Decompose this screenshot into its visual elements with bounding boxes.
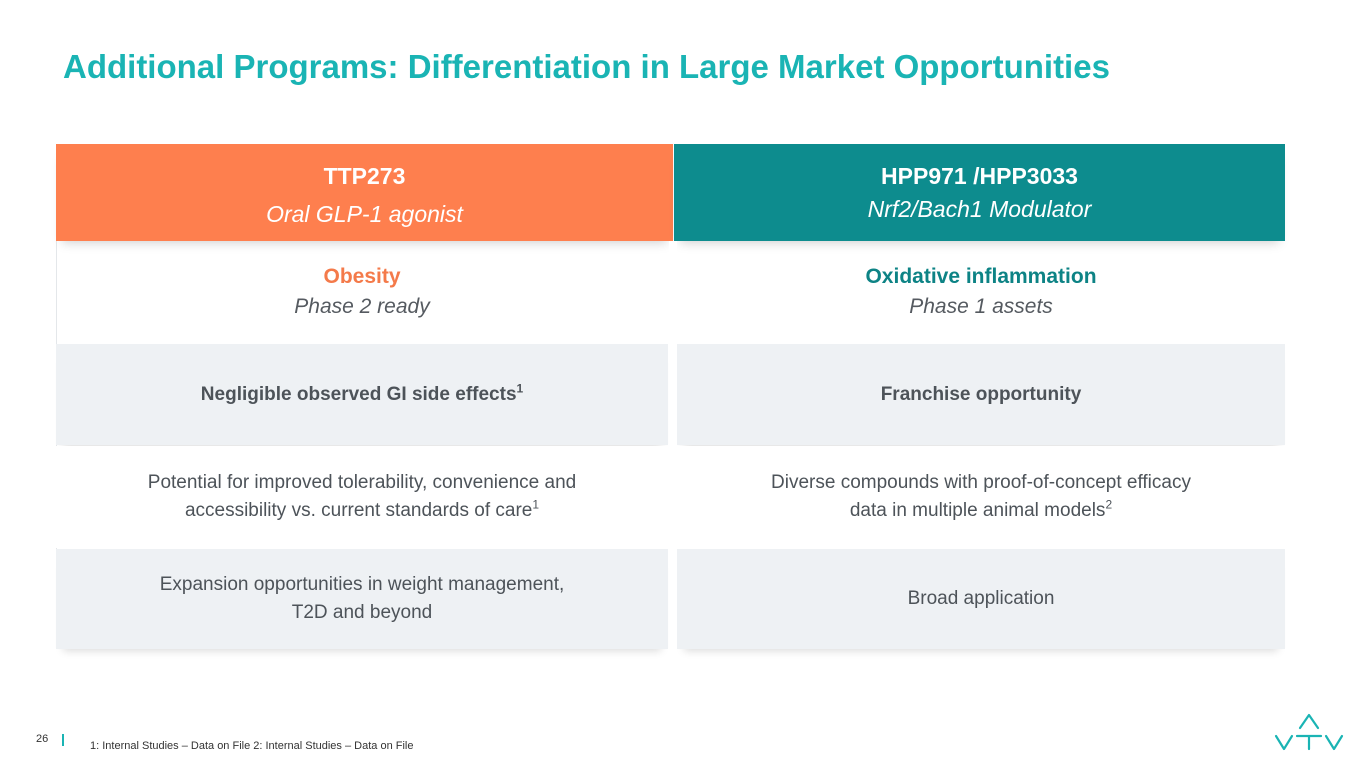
column-divider <box>669 241 677 649</box>
feature-text: Negligible observed GI side effects1 <box>200 381 524 406</box>
detail-row: Diverse compounds with proof-of-concept … <box>677 446 1285 548</box>
expansion-text: Broad application <box>907 588 1055 609</box>
program-subtitle: Nrf2/Bach1 Modulator <box>867 196 1092 222</box>
program-header-ttp273: TTP273 Oral GLP-1 agonist <box>56 144 673 241</box>
footer-accent-bar <box>62 734 64 746</box>
indication-phase: Phase 1 assets <box>909 295 1053 318</box>
detail-text: Potential for improved tolerability, con… <box>148 469 576 525</box>
indication-row: Oxidative inflammation Phase 1 assets <box>677 241 1285 343</box>
program-name: TTP273 <box>323 163 406 189</box>
feature-row: Negligible observed GI side effects1 <box>56 344 668 445</box>
expansion-row: Expansion opportunities in weight manage… <box>56 549 668 649</box>
page-title: Additional Programs: Differentiation in … <box>63 48 1110 85</box>
program-header-hpp971: HPP971 /HPP3033 Nrf2/Bach1 Modulator <box>674 144 1285 241</box>
indication-phase: Phase 2 ready <box>294 295 430 318</box>
expansion-row: Broad application <box>677 549 1285 649</box>
vtv-logo-icon <box>1274 713 1344 751</box>
detail-row: Potential for improved tolerability, con… <box>56 446 668 548</box>
table-left-border <box>56 241 57 649</box>
program-name: HPP971 /HPP3033 <box>881 163 1078 189</box>
detail-line: accessibility vs. current standards of c… <box>184 500 533 521</box>
footnotes: 1: Internal Studies – Data on File 2: In… <box>90 740 414 752</box>
footnote-ref: 1 <box>516 381 524 396</box>
indication-name: Oxidative inflammation <box>865 265 1097 288</box>
expansion-line: Expansion opportunities in weight manage… <box>159 574 565 595</box>
indication-row: Obesity Phase 2 ready <box>56 241 668 343</box>
detail-line: data in multiple animal models <box>849 500 1106 521</box>
detail-line: Diverse compounds with proof-of-concept … <box>771 472 1191 493</box>
indication-name: Obesity <box>323 265 401 288</box>
footnote-ref: 1 <box>532 497 540 512</box>
expansion-line: T2D and beyond <box>291 602 433 623</box>
feature-text: Franchise opportunity <box>880 383 1082 405</box>
detail-text: Diverse compounds with proof-of-concept … <box>771 469 1191 525</box>
feature-row: Franchise opportunity <box>677 344 1285 445</box>
footnote-ref: 2 <box>1105 497 1113 512</box>
page-number: 26 <box>36 733 49 745</box>
feature-label: Negligible observed GI side effects <box>200 383 517 405</box>
expansion-text: Expansion opportunities in weight manage… <box>160 571 565 627</box>
detail-line: Potential for improved tolerability, con… <box>147 472 577 493</box>
program-subtitle: Oral GLP-1 agonist <box>266 201 463 227</box>
